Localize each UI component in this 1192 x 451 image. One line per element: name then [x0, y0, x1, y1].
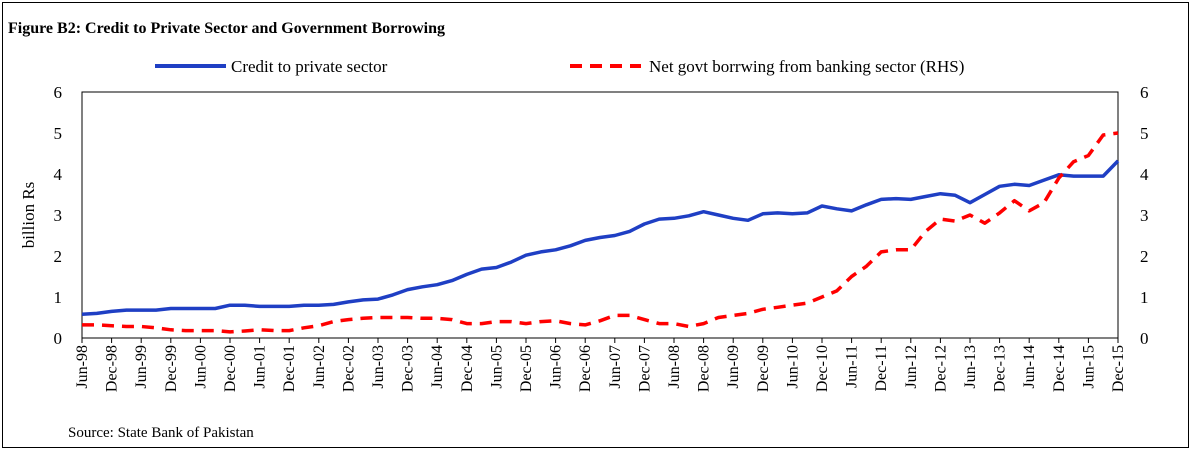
y-tick-label: 3	[54, 206, 63, 225]
x-tick-label: Jun-98	[74, 345, 91, 389]
x-tick-label: Jun-99	[133, 345, 150, 389]
legend-label-credit: Credit to private sector	[231, 57, 388, 76]
y2-tick-label: 4	[1140, 165, 1149, 184]
x-tick-label: Jun-13	[962, 345, 979, 389]
x-tick-label: Dec-07	[636, 345, 653, 392]
x-tick-label: Jun-08	[666, 345, 683, 389]
x-tick-label: Dec-13	[992, 345, 1009, 392]
y2-tick-label: 2	[1140, 247, 1149, 266]
y-tick-label: 0	[54, 329, 63, 348]
x-tick-label: Dec-98	[104, 345, 121, 392]
x-tick-label: Jun-04	[429, 345, 446, 389]
x-axis: Jun-98 Dec-98 Jun-99 Dec-99 Jun-00 Dec-00 Jun-…	[74, 338, 1127, 392]
x-tick-label: Dec-14	[1051, 345, 1068, 392]
source-note: Source: State Bank of Pakistan	[68, 425, 254, 441]
y-tick-label: 5	[54, 124, 63, 143]
x-tick-label: Jun-01	[252, 345, 269, 389]
x-tick-label: Dec-02	[340, 345, 357, 392]
x-tick-label: Jun-02	[311, 345, 328, 389]
x-tick-label: Dec-11	[873, 345, 890, 392]
y2-tick-label: 3	[1140, 206, 1149, 225]
x-tick-label: Dec-05	[518, 345, 535, 392]
y-tick-label: 4	[54, 165, 63, 184]
x-tick-label: Dec-99	[163, 345, 180, 392]
x-tick-label: Dec-15	[1110, 345, 1127, 392]
y-tick-label: 1	[54, 288, 63, 307]
y2-tick-label: 1	[1140, 288, 1149, 307]
plot-area	[81, 91, 1119, 339]
x-tick-label: Jun-05	[488, 345, 505, 389]
y-tick-label: 2	[54, 247, 63, 266]
x-tick-label: Dec-10	[814, 345, 831, 392]
x-tick-label: Jun-12	[903, 345, 920, 389]
x-tick-label: Dec-03	[400, 345, 417, 392]
y-tick-label: 6	[54, 83, 63, 102]
y2-tick-label: 5	[1140, 124, 1149, 143]
x-tick-label: Dec-01	[281, 345, 298, 392]
x-tick-label: Dec-04	[459, 345, 476, 392]
x-tick-label: Dec-09	[755, 345, 772, 392]
left-y-axis: 0 1 2 3 4 5 6	[54, 83, 63, 348]
x-tick-label: Jun-03	[370, 345, 387, 389]
series-line-credit-private	[81, 159, 1120, 316]
x-tick-label: Jun-15	[1080, 345, 1097, 389]
x-tick-label: Dec-00	[222, 345, 239, 392]
x-tick-label: Dec-06	[577, 345, 594, 392]
figure-title: Figure B2: Credit to Private Sector and …	[8, 20, 445, 37]
y-axis-label: billion Rs	[19, 182, 38, 249]
x-tick-label: Jun-09	[725, 345, 742, 389]
x-tick-label: Jun-10	[784, 345, 801, 389]
legend-label-govt: Net govt borrwing from banking sector (R…	[649, 57, 964, 76]
x-tick-label: Dec-08	[696, 345, 713, 392]
series-lines	[81, 131, 1120, 334]
x-tick-label: Jun-06	[548, 345, 565, 389]
x-tick-label: Jun-00	[192, 345, 209, 389]
x-tick-label: Jun-14	[1021, 345, 1038, 389]
x-tick-label: Jun-11	[844, 345, 861, 388]
series-line-govt-borrowing	[82, 131, 1119, 334]
right-y-axis: 0 1 2 3 4 5 6	[1140, 83, 1149, 348]
x-tick-label: Jun-07	[607, 345, 624, 389]
x-tick-label: Dec-12	[932, 345, 949, 392]
y2-tick-label: 6	[1140, 83, 1149, 102]
y2-tick-label: 0	[1140, 329, 1149, 348]
legend: Credit to private sector Net govt borrwi…	[155, 57, 964, 76]
